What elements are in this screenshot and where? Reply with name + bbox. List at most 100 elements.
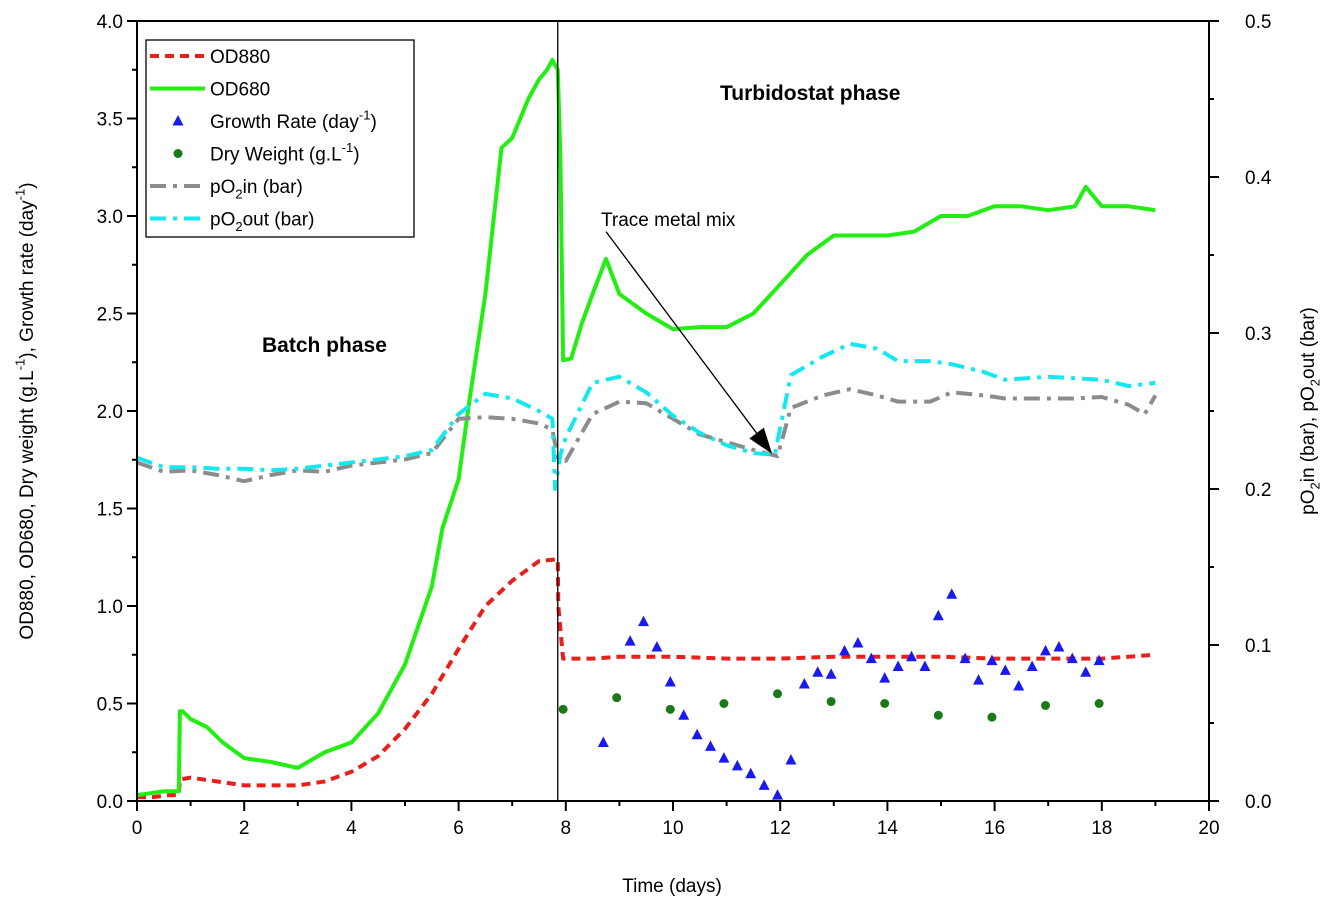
legend-label-po2out-part: 2 — [235, 219, 242, 234]
legend-label-od680: OD680 — [210, 80, 270, 101]
y-axis-right-label-part: pO — [1298, 490, 1319, 515]
series-line-od880 — [137, 557, 1156, 800]
point-growth — [1040, 644, 1052, 656]
point-growth — [678, 709, 690, 720]
series-od680 — [136, 58, 1156, 798]
point-dry — [719, 699, 729, 708]
point-growth — [664, 676, 676, 687]
legend-swatch-growth — [172, 115, 184, 126]
point-growth — [825, 668, 837, 679]
y-axis-right-label-part: in (bar), pO — [1298, 386, 1319, 482]
series-growth — [597, 588, 1105, 800]
point-growth — [999, 664, 1011, 675]
legend-label-growth-part: Growth Rate (day — [210, 112, 359, 133]
legend-label-growth-part: -1 — [359, 107, 371, 122]
point-dry — [933, 710, 943, 720]
series-dry — [558, 689, 1104, 722]
batch-phase-label: Batch phase — [262, 334, 387, 357]
y-right-tick-label: 0.2 — [1245, 480, 1271, 501]
x-tick-label: 4 — [346, 818, 357, 839]
annotation-layer: Batch phase Turbidostat phase Trace meta… — [262, 82, 900, 897]
point-growth — [906, 650, 918, 662]
point-growth — [986, 654, 998, 666]
point-growth — [745, 767, 757, 779]
y-axis-right-label: pO2in (bar), pO2out (bar) — [1298, 307, 1323, 515]
point-growth — [651, 640, 663, 652]
y-axis-left-label-part: ) — [17, 182, 38, 188]
point-growth — [1053, 640, 1065, 652]
y-right-tick-label: 0.4 — [1245, 168, 1272, 189]
x-tick-label: 0 — [132, 818, 143, 839]
point-growth — [705, 740, 717, 751]
series-od880 — [137, 557, 1156, 800]
y-axis-left-label-part: -1 — [12, 359, 27, 371]
point-growth — [946, 588, 958, 599]
legend-label-po2in: pO2in (bar) — [210, 177, 303, 202]
point-growth — [691, 728, 703, 740]
y-right-tick-label: 0.0 — [1245, 792, 1271, 813]
y-left-tick-label: 4.0 — [97, 12, 123, 33]
x-tick-label: 6 — [453, 818, 464, 839]
point-growth — [812, 666, 824, 677]
y-right-tick-label: 0.3 — [1245, 324, 1271, 345]
x-tick-label: 8 — [561, 818, 572, 839]
y-left-tick-label: 3.5 — [97, 110, 123, 131]
y-axis-right-label-part: 2 — [1308, 482, 1323, 489]
x-tick-label: 18 — [1091, 818, 1112, 839]
point-growth — [1013, 679, 1025, 691]
point-dry — [880, 699, 890, 708]
axis-title-layer: OD880, OD680, Dry weight (g.L-1), Growth… — [12, 182, 1322, 639]
tick-layer: 0 2 4 6 8 10 12 14 16 18 20 0.0 0.5 1.0 1.5 2.0 2.5 3.0 3.… — [97, 12, 1272, 839]
legend-label-po2out-part: out (bar) — [243, 210, 315, 231]
x-tick-label: 12 — [770, 818, 791, 839]
legend-label-dry-part: -1 — [342, 140, 354, 155]
trace-arrow-head — [749, 427, 773, 454]
y-left-tick-label: 1.0 — [97, 597, 123, 618]
x-tick-label: 14 — [877, 818, 899, 839]
y-axis-left-label-part: ), Growth rate (day — [17, 200, 38, 359]
y-axis-left-label-part: -1 — [12, 189, 27, 201]
series-line-od680 — [136, 58, 1156, 798]
y-right-tick-label: 0.1 — [1245, 636, 1271, 657]
y-left-tick-label: 1.5 — [97, 500, 123, 521]
y-axis-left-label-part: OD880, OD680, Dry weight (g.L — [17, 370, 38, 639]
legend-box — [145, 39, 415, 238]
legend-label-growth: Growth Rate (day-1) — [210, 107, 377, 133]
legend-label-po2in-part: pO — [210, 177, 235, 198]
series-layer — [136, 58, 1158, 800]
legend-label-od880: OD880 — [210, 47, 270, 68]
legend-label-dry: Dry Weight (g.L-1) — [210, 140, 360, 166]
series-po2in — [136, 387, 1158, 484]
point-growth — [772, 789, 784, 800]
point-growth — [731, 759, 743, 771]
x-tick-label: 20 — [1198, 818, 1219, 839]
series-line-po2in — [136, 387, 1158, 484]
y-axis-left-label: OD880, OD680, Dry weight (g.L-1), Growth… — [12, 182, 38, 639]
point-dry — [826, 697, 836, 707]
point-growth — [638, 615, 650, 627]
point-growth — [718, 752, 730, 763]
point-dry — [1094, 699, 1104, 708]
point-growth — [919, 660, 931, 671]
trace-arrow-line — [605, 231, 758, 434]
legend-label-dry-part: Dry Weight (g.L — [210, 145, 342, 166]
point-dry — [987, 712, 997, 722]
trace-metal-label: Trace metal mix — [601, 210, 736, 231]
point-growth — [932, 609, 944, 621]
y-axis-right-label-part: 2 — [1308, 379, 1323, 386]
x-axis-label: Time (days) — [622, 876, 722, 897]
point-growth — [879, 672, 891, 683]
point-growth — [1066, 652, 1078, 664]
legend-label-po2out-part: pO — [210, 210, 235, 231]
legend-label-growth-part: ) — [370, 112, 376, 133]
point-growth — [798, 678, 810, 689]
point-growth — [892, 660, 904, 671]
point-growth — [852, 637, 864, 648]
point-dry — [558, 704, 568, 714]
legend-label-od880-part: OD880 — [210, 47, 270, 68]
point-growth — [959, 652, 971, 664]
point-growth — [785, 754, 797, 765]
y-left-tick-label: 0.5 — [97, 695, 123, 716]
legend-label-po2in-part: in (bar) — [243, 177, 303, 198]
